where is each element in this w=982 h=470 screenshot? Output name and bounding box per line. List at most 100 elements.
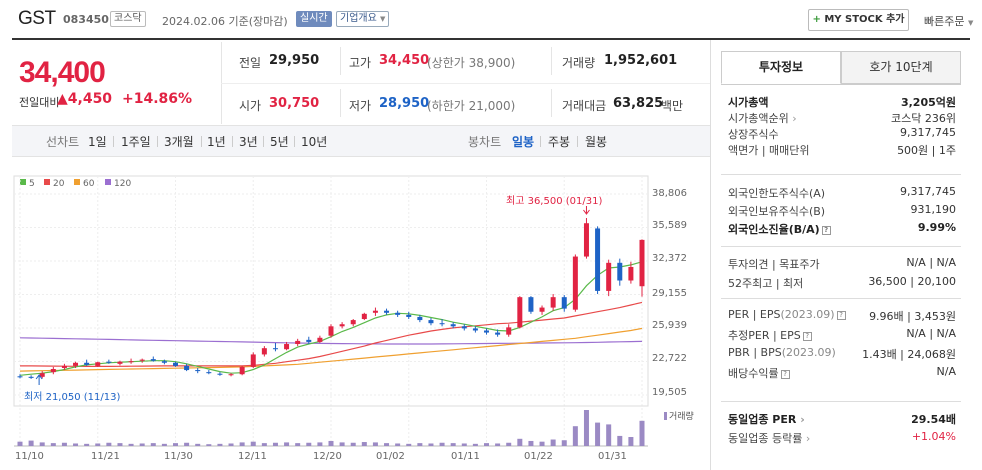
info-row: 외국인한도주식수(A) 9,317,745 xyxy=(728,185,956,201)
current-price: 34,400 xyxy=(19,56,106,89)
summary-divider xyxy=(340,89,341,117)
volume-bar xyxy=(484,443,489,446)
help-icon[interactable]: ? xyxy=(821,226,831,235)
period-3y[interactable]: 3년 xyxy=(239,135,258,149)
volume-bar xyxy=(50,443,56,446)
candle-body xyxy=(583,223,589,257)
tab-investment-info[interactable]: 투자정보 xyxy=(721,51,841,84)
legend-ma120-label: 120 xyxy=(114,179,132,189)
info-key: 52주최고 | 최저 xyxy=(728,275,803,291)
info-value: +1.04% xyxy=(911,430,956,443)
mystock-add-button[interactable]: + MY STOCK 추가 xyxy=(808,9,909,31)
candle-body xyxy=(106,361,112,363)
volume-label: 거래량 xyxy=(562,56,596,70)
info-key-text: PBR | BPS xyxy=(728,346,782,359)
x-tick: 11/30 xyxy=(164,451,193,462)
candle-body xyxy=(228,374,234,376)
high-value: 34,450 xyxy=(379,53,430,68)
period-1d[interactable]: 1일 xyxy=(88,135,107,149)
period-daily[interactable]: 일봉 xyxy=(512,135,535,149)
period-monthly[interactable]: 월봉 xyxy=(585,135,608,149)
candle-body xyxy=(328,326,334,336)
y-tick: 32,372 xyxy=(652,253,687,264)
summary-divider xyxy=(551,89,552,117)
plus-icon: + xyxy=(812,14,821,25)
info-key: 외국인소진율(B/A)? xyxy=(728,221,831,237)
volume-bar xyxy=(250,441,256,446)
volume-bar xyxy=(472,443,478,446)
volume-bar xyxy=(139,443,145,446)
info-divider xyxy=(721,246,961,247)
header-divider xyxy=(12,38,970,40)
candle-body xyxy=(61,365,67,368)
info-key: 외국인한도주식수(A) xyxy=(728,185,825,201)
info-key: 외국인보유주식수(B) xyxy=(728,203,825,219)
volume-bar xyxy=(317,442,323,446)
info-row: 시가총액 3,205억원 xyxy=(728,94,956,110)
chevron-right-icon: › xyxy=(788,112,797,125)
corp-info-label: 기업개요 xyxy=(340,13,377,24)
info-key-text: PER | EPS xyxy=(728,308,781,321)
period-5y[interactable]: 5년 xyxy=(270,135,289,149)
price-chart[interactable] xyxy=(0,0,710,470)
volume-bar xyxy=(295,443,301,446)
help-icon[interactable]: ? xyxy=(802,332,812,341)
period-divider xyxy=(577,136,578,147)
volume-bar xyxy=(228,443,234,446)
candle-body xyxy=(472,328,478,331)
candle-body xyxy=(317,337,323,342)
volume-bar xyxy=(461,443,467,446)
info-key-text: 동일업종 PER xyxy=(728,413,797,426)
info-row[interactable]: 동일업종 등락률 › +1.04% xyxy=(728,430,956,446)
panel-divider xyxy=(710,40,711,470)
y-tick: 35,589 xyxy=(652,220,687,231)
info-row: 상장주식수 9,317,745 xyxy=(728,126,956,142)
trade-amount-label: 거래대금 xyxy=(562,99,607,113)
period-weekly[interactable]: 주봉 xyxy=(548,135,571,149)
period-10y[interactable]: 10년 xyxy=(301,135,328,149)
chart-frame xyxy=(13,175,649,407)
lower-limit: (하한가 21,000) xyxy=(427,99,516,113)
candle-body xyxy=(384,310,390,313)
candle-body xyxy=(139,359,145,361)
candle-body xyxy=(550,297,556,308)
volume-bar xyxy=(306,442,312,446)
realtime-button[interactable]: 실시간 xyxy=(296,11,332,27)
candle-body xyxy=(339,324,345,327)
quick-order-dropdown[interactable]: 빠른주문 ▼ xyxy=(924,13,973,29)
candle-chart-label: 봉차트 xyxy=(468,135,502,149)
info-row: 추정PER | EPS? N/A | N/A xyxy=(728,327,956,343)
y-tick: 38,806 xyxy=(652,188,687,199)
legend-ma20-label: 20 xyxy=(53,179,65,189)
corp-info-dropdown[interactable]: 기업개요 ▼ xyxy=(336,11,390,27)
candle-body xyxy=(184,365,190,371)
info-value: 36,500 | 20,100 xyxy=(868,275,956,288)
info-row[interactable]: 시가총액순위 › 코스닥 236위 xyxy=(728,110,956,126)
candle-body xyxy=(595,228,601,291)
change-percent: +14.86% xyxy=(122,91,193,107)
volume-bar xyxy=(384,443,390,446)
volume-bar xyxy=(39,442,45,446)
volume-bar xyxy=(583,410,589,446)
help-icon[interactable]: ? xyxy=(836,311,846,320)
help-icon[interactable]: ? xyxy=(780,370,790,379)
period-1y[interactable]: 1년 xyxy=(207,135,226,149)
info-key: PBR | BPS(2023.09) xyxy=(728,346,836,359)
candle-body xyxy=(606,262,612,291)
info-row[interactable]: 동일업종 PER › 29.54배 xyxy=(728,411,956,427)
info-value: 931,190 xyxy=(910,203,957,216)
volume-bar xyxy=(628,437,634,446)
info-key-text: 외국인소진율(B/A) xyxy=(728,223,820,236)
x-tick: 12/20 xyxy=(313,451,342,462)
candle-body xyxy=(506,327,512,335)
chevron-down-icon: ▼ xyxy=(967,19,974,27)
candle-body xyxy=(261,348,267,355)
period-1w[interactable]: 1주일 xyxy=(121,135,151,149)
volume-bar xyxy=(272,442,278,446)
x-tick: 01/22 xyxy=(524,451,553,462)
tab-orderbook[interactable]: 호가 10단계 xyxy=(841,51,961,84)
period-3m[interactable]: 3개월 xyxy=(164,135,194,149)
candle-body xyxy=(372,310,378,313)
volume-bar xyxy=(261,443,267,446)
info-divider xyxy=(721,174,961,175)
